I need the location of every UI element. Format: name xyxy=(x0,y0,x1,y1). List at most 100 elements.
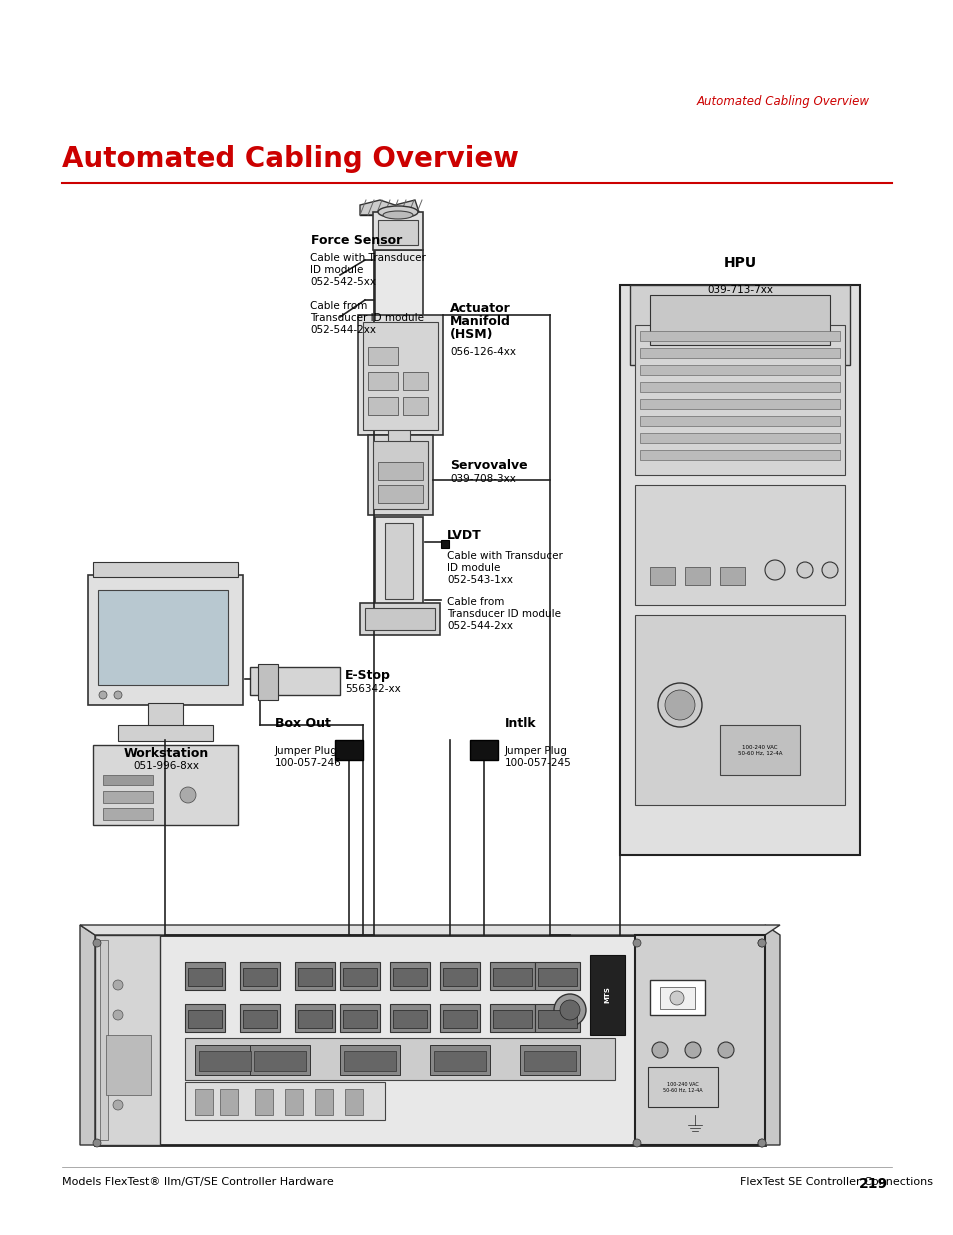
Bar xyxy=(363,322,437,430)
Circle shape xyxy=(92,1139,101,1147)
Bar xyxy=(344,1051,395,1071)
Text: Jumper Plug: Jumper Plug xyxy=(274,746,337,756)
Text: Models FlexTest® IIm/GT/SE Controller Hardware: Models FlexTest® IIm/GT/SE Controller Ha… xyxy=(62,1177,334,1187)
Bar xyxy=(589,955,624,1035)
Circle shape xyxy=(112,1010,123,1020)
Bar xyxy=(250,1045,310,1074)
Bar xyxy=(185,1004,225,1032)
Bar xyxy=(402,372,428,390)
Circle shape xyxy=(112,981,123,990)
Ellipse shape xyxy=(382,211,413,219)
Text: LVDT: LVDT xyxy=(447,529,481,541)
Bar xyxy=(335,740,363,760)
Bar xyxy=(385,522,413,599)
Bar xyxy=(254,1089,273,1115)
Bar xyxy=(373,212,422,249)
Bar xyxy=(375,249,422,505)
Bar xyxy=(537,1010,577,1028)
Circle shape xyxy=(758,1139,765,1147)
Bar xyxy=(635,325,844,475)
Bar xyxy=(639,450,840,459)
Circle shape xyxy=(554,994,585,1026)
Bar xyxy=(439,1004,479,1032)
Ellipse shape xyxy=(377,206,417,219)
Bar xyxy=(388,325,410,505)
Bar xyxy=(103,790,152,803)
Circle shape xyxy=(112,1070,123,1079)
Circle shape xyxy=(92,939,101,947)
Bar xyxy=(649,295,829,345)
Bar xyxy=(357,315,442,435)
Bar xyxy=(523,1051,576,1071)
Circle shape xyxy=(758,1139,765,1147)
Bar xyxy=(98,590,228,685)
Bar xyxy=(339,1045,399,1074)
Text: Automated Cabling Overview: Automated Cabling Overview xyxy=(697,95,869,107)
Circle shape xyxy=(684,1042,700,1058)
Bar xyxy=(359,603,439,635)
Bar xyxy=(519,1045,579,1074)
Bar xyxy=(148,703,183,727)
Text: 052-542-5xx: 052-542-5xx xyxy=(310,277,375,287)
Bar xyxy=(250,667,339,695)
Bar xyxy=(402,396,428,415)
Bar xyxy=(639,382,840,391)
Circle shape xyxy=(633,1139,640,1147)
Text: 219: 219 xyxy=(858,1177,887,1191)
Bar xyxy=(92,562,237,577)
Bar xyxy=(375,517,422,605)
Bar xyxy=(639,399,840,409)
Text: 052-544-2xx: 052-544-2xx xyxy=(447,621,513,631)
Bar xyxy=(103,808,152,820)
Text: Cable from: Cable from xyxy=(310,301,367,311)
Circle shape xyxy=(99,692,107,699)
Text: ID module: ID module xyxy=(447,563,500,573)
Bar xyxy=(377,485,422,503)
Bar xyxy=(240,962,280,990)
Bar xyxy=(440,540,449,548)
Bar xyxy=(639,331,840,341)
Circle shape xyxy=(180,787,195,803)
Bar xyxy=(629,285,849,366)
Bar xyxy=(470,740,497,760)
Circle shape xyxy=(113,692,122,699)
Circle shape xyxy=(664,690,695,720)
Text: Manifold: Manifold xyxy=(450,315,511,329)
Circle shape xyxy=(669,990,683,1005)
Circle shape xyxy=(821,562,837,578)
Bar xyxy=(720,725,800,776)
Bar xyxy=(535,1004,579,1032)
Bar xyxy=(106,1035,151,1095)
Bar xyxy=(345,1089,363,1115)
Bar xyxy=(639,348,840,358)
Text: 052-544-2xx: 052-544-2xx xyxy=(310,325,375,335)
Polygon shape xyxy=(80,925,95,1145)
Circle shape xyxy=(758,939,765,947)
Bar xyxy=(314,1089,333,1115)
Bar xyxy=(297,968,332,986)
Bar xyxy=(619,285,859,855)
Polygon shape xyxy=(359,200,419,215)
Bar xyxy=(490,962,535,990)
Text: Intlk: Intlk xyxy=(504,718,536,730)
Bar xyxy=(368,435,433,515)
Bar xyxy=(393,1010,427,1028)
Text: Transducer ID module: Transducer ID module xyxy=(310,312,423,324)
Bar xyxy=(294,1004,335,1032)
Text: FlexTest SE Controller Connections: FlexTest SE Controller Connections xyxy=(740,1177,932,1187)
Bar xyxy=(185,1037,615,1079)
Bar xyxy=(720,567,744,585)
Bar xyxy=(185,962,225,990)
Bar xyxy=(635,615,844,805)
Circle shape xyxy=(559,1000,579,1020)
Text: Workstation: Workstation xyxy=(123,747,209,760)
Text: 100-057-246: 100-057-246 xyxy=(274,758,341,768)
Bar xyxy=(649,981,704,1015)
Circle shape xyxy=(658,683,701,727)
Text: E-Stop: E-Stop xyxy=(345,668,391,682)
Text: Box Out: Box Out xyxy=(274,718,331,730)
Bar xyxy=(118,725,213,741)
Text: ID module: ID module xyxy=(310,266,363,275)
Circle shape xyxy=(112,1040,123,1050)
Bar xyxy=(339,962,379,990)
